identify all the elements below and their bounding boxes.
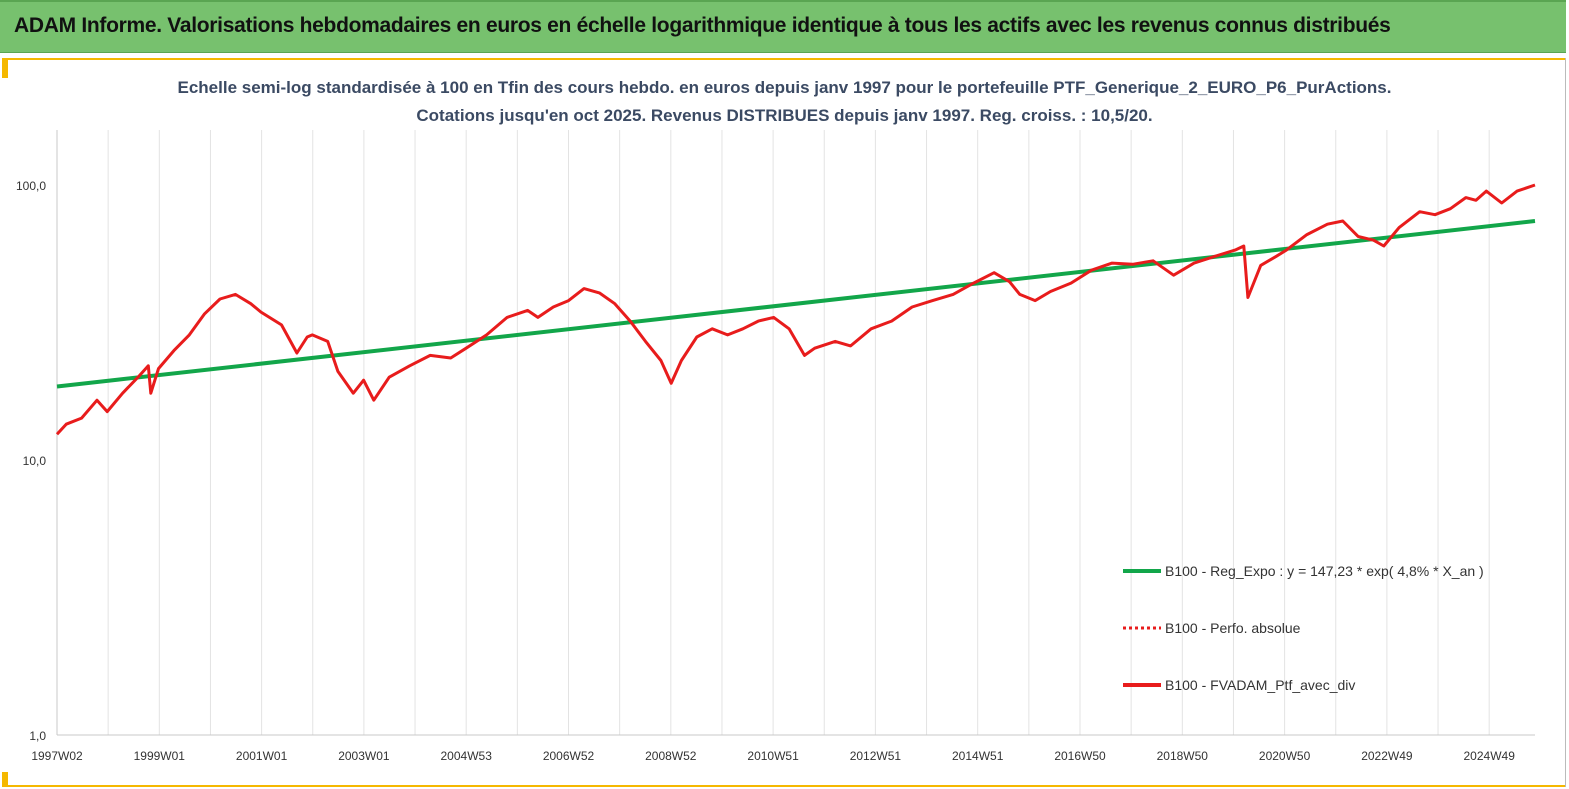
y-axis: 1,0 10,0 100,0 (16, 130, 58, 743)
x-tick-label: 2006W52 (543, 749, 595, 763)
x-tick-label: 2016W50 (1054, 749, 1106, 763)
x-tick-label: 2003W01 (338, 749, 390, 763)
x-tick-label: 2018W50 (1157, 749, 1209, 763)
chart-subtitle: Cotations jusqu'en oct 2025. Revenus DIS… (416, 106, 1153, 125)
legend-label: B100 - Reg_Expo : y = 147,23 * exp( 4,8%… (1165, 563, 1484, 579)
legend-label: B100 - FVADAM_Ptf_avec_div (1165, 677, 1355, 693)
legend-label: B100 - Perfo. absolue (1165, 620, 1301, 636)
x-tick-label: 2004W53 (441, 749, 493, 763)
x-axis: 1997W02 1999W01 2001W01 2003W01 2004W53 2006W… (31, 734, 1535, 763)
x-tick-label: 2012W51 (850, 749, 902, 763)
x-tick-label: 1997W02 (31, 749, 83, 763)
frame-right-border (1565, 58, 1566, 787)
x-tick-label: 2001W01 (236, 749, 288, 763)
y-tick-label: 10,0 (23, 454, 47, 468)
title-banner: ADAM Informe. Valorisations hebdomadaire… (0, 0, 1566, 53)
y-tick-label: 100,0 (16, 179, 46, 193)
legend: B100 - Reg_Expo : y = 147,23 * exp( 4,8%… (1123, 563, 1484, 693)
series-regression-line (56, 219, 1536, 389)
accent-corner-top-left (2, 58, 8, 78)
x-tick-label: 1999W01 (134, 749, 186, 763)
grid-lines (56, 130, 1490, 735)
accent-line-bottom (2, 785, 1565, 787)
x-tick-label: 2022W49 (1361, 749, 1413, 763)
x-tick-label: 2008W52 (645, 749, 697, 763)
x-tick-label: 2010W51 (747, 749, 799, 763)
accent-corner-bottom-left (2, 772, 8, 787)
banner-title: ADAM Informe. Valorisations hebdomadaire… (14, 14, 1391, 37)
x-tick-label: 2020W50 (1259, 749, 1311, 763)
plot-series (55, 183, 1536, 436)
series-portfolio-line (55, 183, 1536, 436)
x-tick-label: 2014W51 (952, 749, 1004, 763)
accent-line-top (2, 58, 1565, 60)
y-tick-label: 1,0 (29, 729, 46, 743)
chart-title: Echelle semi-log standardisée à 100 en T… (177, 78, 1392, 97)
x-tick-label: 2024W49 (1464, 749, 1516, 763)
